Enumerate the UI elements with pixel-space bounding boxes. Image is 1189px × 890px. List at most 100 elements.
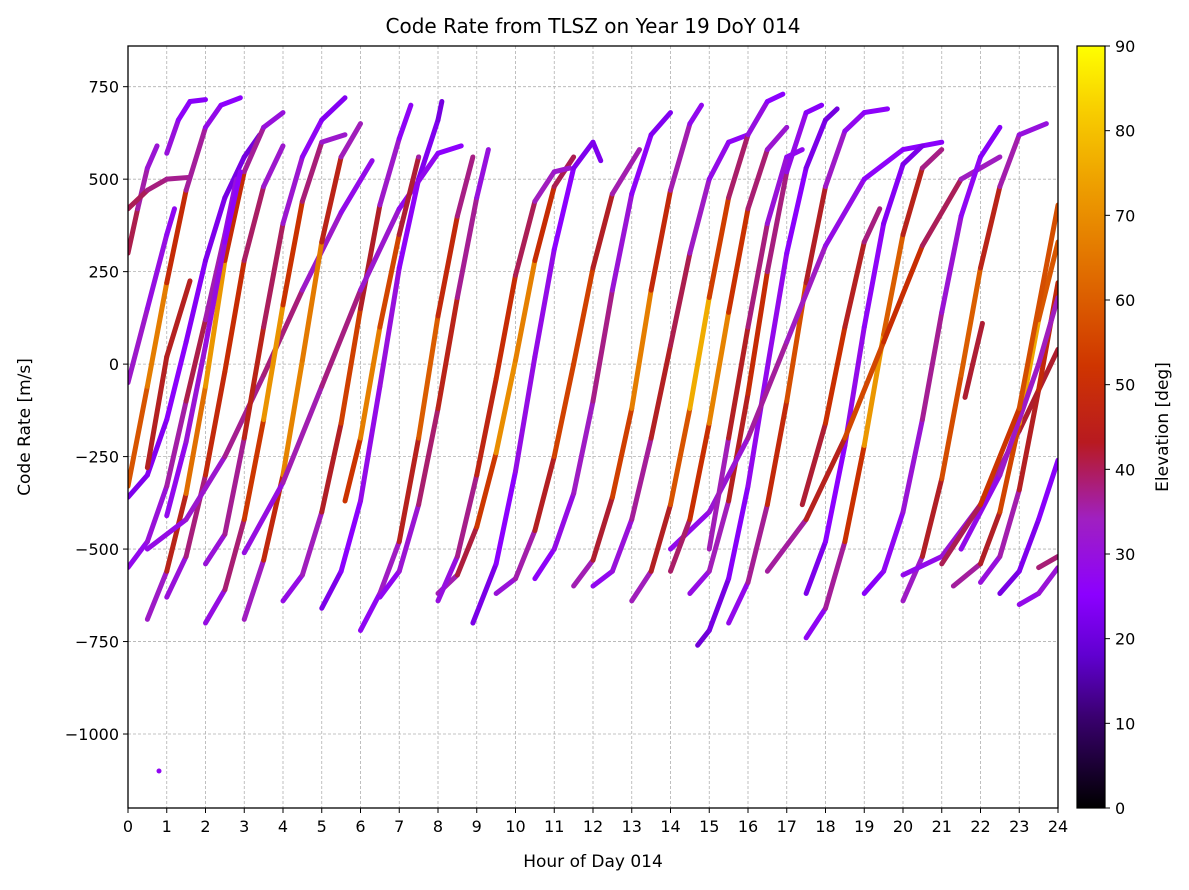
series-segment [745, 365, 770, 489]
series-segment [745, 221, 770, 330]
series-segment [532, 246, 557, 360]
series-segment [493, 272, 518, 382]
series-segment [842, 339, 887, 441]
series-segment [687, 176, 712, 256]
series-segment [299, 139, 325, 204]
series-segment [435, 98, 445, 123]
series-segment [175, 98, 193, 123]
series-segment [187, 97, 208, 104]
series-segment [493, 357, 518, 456]
colorbar-tick-label: 70 [1115, 206, 1135, 225]
series-segment [1036, 553, 1058, 571]
series-segment [590, 568, 615, 589]
series-segment [532, 546, 557, 582]
series-segment [164, 174, 193, 182]
series-segment [1016, 121, 1049, 138]
series-segment [687, 420, 712, 522]
series-segment [164, 398, 189, 489]
series-segment [997, 420, 1022, 515]
y-tick-label: −750 [75, 633, 119, 652]
series-segment [280, 154, 305, 227]
series-segment [803, 117, 828, 171]
series-segment [823, 176, 867, 249]
series-segment [997, 568, 1022, 596]
x-axis-label: Hour of Day 014 [523, 852, 663, 872]
x-tick-label: 8 [433, 817, 443, 836]
series-segment [978, 124, 1003, 160]
x-tick-label: 5 [317, 817, 327, 836]
series-segment [164, 491, 189, 574]
series-segment [726, 132, 751, 145]
series-segment [861, 147, 906, 182]
series-segment [1036, 457, 1058, 522]
series-segment [706, 435, 732, 552]
series-segment [823, 128, 848, 190]
series-segment [396, 102, 414, 141]
series-segment [241, 324, 267, 441]
series-segment [164, 187, 189, 286]
series-segment [261, 302, 286, 423]
series-segment [706, 309, 732, 426]
series-segment [997, 487, 1022, 559]
series-segment [396, 176, 422, 271]
colorbar-tick-label: 50 [1115, 376, 1135, 395]
series-segment [128, 383, 150, 489]
series-segment [784, 147, 805, 160]
series-segment [571, 265, 596, 367]
data-point [156, 768, 162, 774]
series-segment [241, 417, 267, 522]
series-segment [842, 442, 867, 545]
series-segment [164, 439, 189, 519]
series-segment [377, 135, 402, 208]
y-tick-label: 750 [88, 78, 119, 97]
x-tick-label: 14 [660, 817, 680, 836]
series-segment [803, 184, 828, 286]
x-tick-label: 13 [622, 817, 642, 836]
series-segment [648, 187, 673, 293]
series-segment [668, 509, 712, 552]
series-segment [358, 202, 383, 312]
series-segment [764, 169, 790, 275]
series-segment [396, 154, 422, 238]
colorbar-ticks: 0 10 20 30 40 50 60 70 80 90 [1105, 37, 1135, 818]
series-segment [1016, 590, 1042, 608]
series-segment [128, 539, 150, 571]
series-segment [183, 258, 208, 345]
series-segment [745, 269, 770, 397]
series-segment [784, 243, 828, 345]
series-segment [726, 579, 751, 626]
series-segment [900, 143, 925, 167]
series-segment [571, 398, 596, 497]
series-segment [396, 502, 422, 574]
series-segment [203, 369, 228, 478]
series-segment [358, 206, 402, 293]
series-segment [532, 184, 557, 264]
series-segment [695, 627, 712, 648]
series-segment [1016, 516, 1042, 574]
series-segment [342, 435, 363, 504]
x-tick-label: 0 [123, 817, 133, 836]
series-segment [726, 324, 751, 441]
series-segment [183, 454, 228, 522]
series-segment [435, 553, 460, 604]
series-segment [261, 110, 286, 130]
series-segment [726, 483, 751, 582]
series-segment [881, 243, 925, 345]
series-segment [164, 278, 193, 360]
series-segment [629, 435, 654, 522]
series-segment [997, 132, 1022, 190]
series-segment [609, 406, 635, 500]
x-tick-label: 23 [1009, 817, 1029, 836]
series-segment [280, 572, 305, 604]
series-segment [218, 95, 243, 108]
series-segment [454, 195, 480, 301]
series-segment [978, 509, 1003, 567]
x-tick-label: 15 [699, 817, 719, 836]
series-segment [1016, 202, 1058, 412]
series-segment [571, 139, 596, 171]
series-segment [299, 117, 325, 160]
series-segment [358, 590, 383, 633]
series-segment [590, 287, 615, 404]
series-segment [706, 195, 732, 301]
